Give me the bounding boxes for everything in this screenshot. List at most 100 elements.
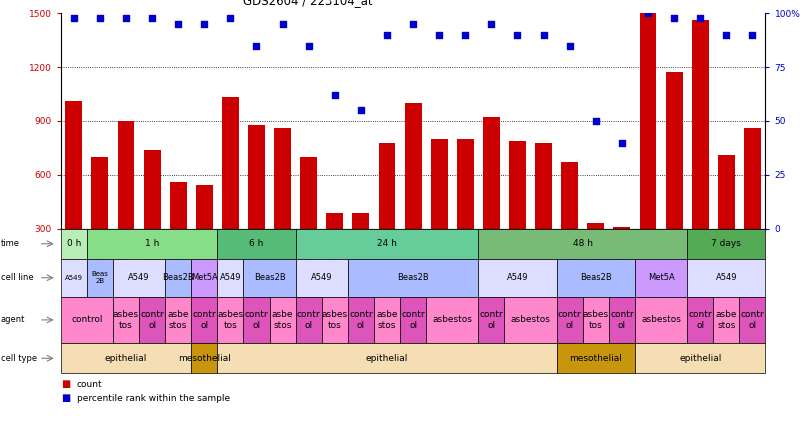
Bar	[666, 71, 683, 282]
Point	[198, 20, 211, 28]
Text: asbe
stos: asbe stos	[377, 310, 398, 329]
Point	[328, 91, 341, 99]
Bar	[92, 157, 109, 282]
Text: ■: ■	[61, 379, 70, 389]
Text: contr
ol: contr ol	[140, 310, 164, 329]
Point	[693, 14, 706, 21]
Text: 24 h: 24 h	[377, 239, 397, 248]
Text: asbe
stos: asbe stos	[715, 310, 737, 329]
Text: asbestos: asbestos	[433, 315, 472, 325]
Bar	[483, 117, 500, 282]
Point	[485, 20, 498, 28]
Bar	[640, 13, 656, 282]
Text: A549: A549	[65, 275, 83, 281]
Text: asbes
tos: asbes tos	[582, 310, 609, 329]
Point	[276, 20, 289, 28]
Text: contr
ol: contr ol	[193, 310, 216, 329]
Text: percentile rank within the sample: percentile rank within the sample	[77, 394, 230, 403]
Bar	[274, 128, 291, 282]
Text: A549: A549	[311, 273, 332, 282]
Text: Beas
2B: Beas 2B	[92, 271, 109, 284]
Bar	[248, 125, 265, 282]
Point	[642, 10, 654, 17]
Text: A549: A549	[128, 273, 150, 282]
Point	[458, 31, 471, 39]
Text: Beas2B: Beas2B	[580, 273, 612, 282]
Bar	[301, 157, 318, 282]
Bar	[143, 150, 160, 282]
Text: 6 h: 6 h	[249, 239, 264, 248]
Text: asbe
stos: asbe stos	[272, 310, 293, 329]
Text: A549: A549	[507, 273, 528, 282]
Point	[407, 20, 420, 28]
Text: Met5A: Met5A	[191, 273, 218, 282]
Point	[537, 31, 550, 39]
Point	[616, 139, 629, 146]
Text: count: count	[77, 380, 103, 389]
Point	[146, 14, 159, 21]
Text: 7 days: 7 days	[711, 239, 741, 248]
Point	[67, 14, 80, 21]
Point	[590, 118, 603, 125]
Bar	[326, 213, 343, 282]
Text: mesothelial: mesothelial	[569, 354, 622, 363]
Text: 48 h: 48 h	[573, 239, 593, 248]
Bar	[378, 143, 395, 282]
Text: Beas2B: Beas2B	[162, 273, 194, 282]
Bar	[431, 139, 448, 282]
Point	[720, 31, 733, 39]
Bar	[587, 223, 604, 282]
Bar	[405, 103, 421, 282]
Text: GDS2604 / 223104_at: GDS2604 / 223104_at	[242, 0, 373, 7]
Point	[355, 107, 368, 114]
Text: 0 h: 0 h	[66, 239, 81, 248]
Text: epithelial: epithelial	[679, 354, 722, 363]
Bar	[692, 20, 709, 282]
Text: ■: ■	[61, 393, 70, 403]
Bar	[509, 141, 526, 282]
Text: contr
ol: contr ol	[558, 310, 582, 329]
Text: mesothelial: mesothelial	[178, 354, 231, 363]
Text: 1 h: 1 h	[145, 239, 160, 248]
Point	[302, 42, 315, 49]
Point	[563, 42, 576, 49]
Point	[120, 14, 133, 21]
Bar	[718, 155, 735, 282]
Point	[667, 14, 680, 21]
Point	[433, 31, 446, 39]
Bar	[222, 97, 239, 282]
Text: epithelial: epithelial	[104, 354, 147, 363]
Bar	[535, 143, 552, 282]
Text: contr
ol: contr ol	[245, 310, 268, 329]
Bar	[457, 139, 474, 282]
Text: A549: A549	[715, 273, 737, 282]
Bar	[66, 101, 83, 282]
Bar	[170, 182, 186, 282]
Point	[250, 42, 263, 49]
Text: cell type: cell type	[1, 354, 37, 363]
Text: cell line: cell line	[1, 273, 33, 282]
Text: A549: A549	[220, 273, 241, 282]
Text: asbes
tos: asbes tos	[217, 310, 244, 329]
Point	[172, 20, 185, 28]
Text: epithelial: epithelial	[366, 354, 408, 363]
Point	[746, 31, 759, 39]
Text: asbestos: asbestos	[641, 315, 681, 325]
Point	[381, 31, 394, 39]
Point	[224, 14, 237, 21]
Bar	[352, 213, 369, 282]
Text: control: control	[71, 315, 103, 325]
Text: asbe
stos: asbe stos	[168, 310, 189, 329]
Text: Beas2B: Beas2B	[254, 273, 285, 282]
Bar	[117, 121, 134, 282]
Text: asbes
tos: asbes tos	[113, 310, 139, 329]
Text: agent: agent	[1, 315, 25, 325]
Text: contr
ol: contr ol	[610, 310, 633, 329]
Point	[511, 31, 524, 39]
Bar	[613, 227, 630, 282]
Text: Met5A: Met5A	[648, 273, 675, 282]
Text: time: time	[1, 239, 19, 248]
Bar	[744, 128, 761, 282]
Text: Beas2B: Beas2B	[397, 273, 429, 282]
Text: contr
ol: contr ol	[401, 310, 425, 329]
